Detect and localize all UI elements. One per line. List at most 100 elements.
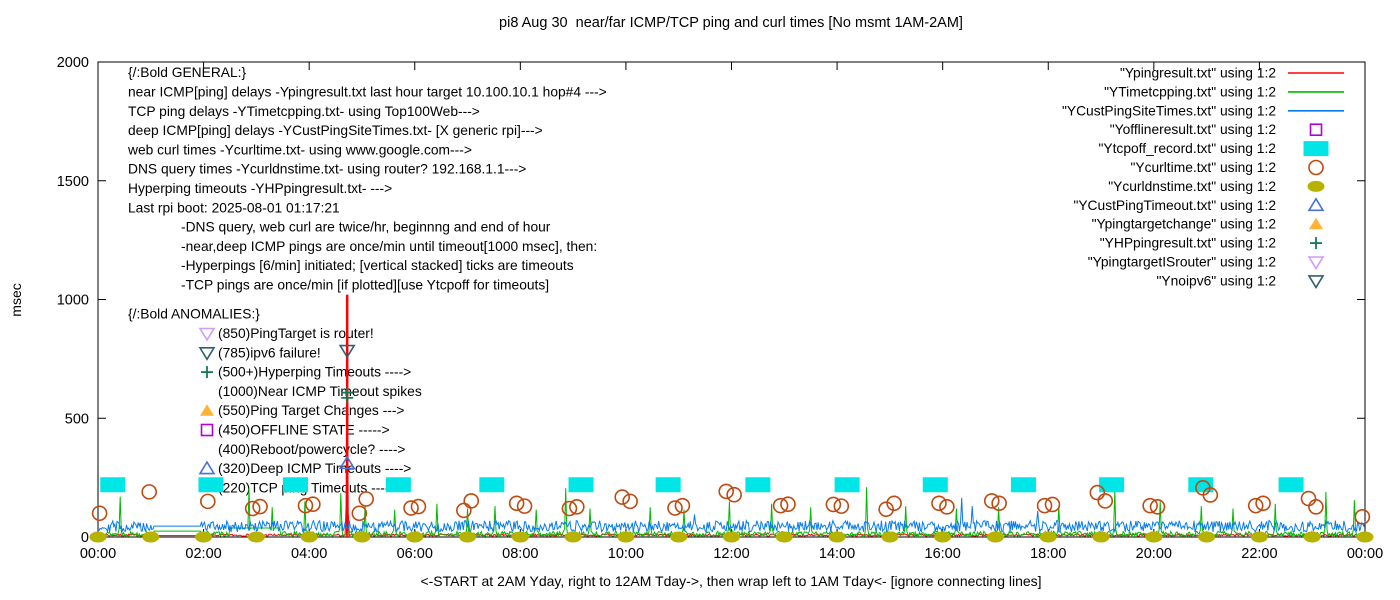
data-point-circle-open <box>726 486 742 503</box>
y-tick-label: 2000 <box>57 55 89 71</box>
y-tick-label: 1000 <box>57 293 89 309</box>
x-tick-label: 00:00 <box>1347 546 1383 562</box>
data-point-circle-open <box>931 495 947 512</box>
svg-text:Last rpi boot: 2025-08-01 01:1: Last rpi boot: 2025-08-01 01:17:21 <box>128 200 340 215</box>
data-point-circle-open <box>1149 499 1166 515</box>
svg-text:near ICMP[ping] delays -Ypingr: near ICMP[ping] delays -Ypingresult.txt … <box>128 85 607 100</box>
data-point-circle-open <box>463 493 480 509</box>
data-point-plus <box>341 391 354 404</box>
legend-entry: "Ynoipv6" using 1:2 <box>1157 273 1325 289</box>
legend-label: "Ypingresult.txt" using 1:2 <box>1120 66 1276 81</box>
series-points <box>341 386 354 404</box>
x-tick-label: 08:00 <box>502 546 538 562</box>
anomaly-bullet-icon <box>198 327 216 342</box>
data-point-circle-open <box>297 497 314 514</box>
legend-marker-icon <box>1303 141 1329 157</box>
data-point-circle-open <box>983 493 1000 509</box>
data-point-circle-open <box>141 484 158 500</box>
data-point-circle-filled <box>511 531 529 543</box>
annotation-general: {/:Bold GENERAL:} near ICMP[ping] delays … <box>127 65 607 293</box>
anomaly-bullet-icon <box>200 404 214 416</box>
data-point-circle-filled <box>986 531 1004 543</box>
y-tick-label: 1500 <box>57 174 89 190</box>
data-point-rect-filled <box>568 477 594 493</box>
data-point-circle-open <box>1247 497 1264 514</box>
legend-marker-icon <box>1307 197 1325 212</box>
data-point-rect-filled <box>282 477 308 493</box>
series-points <box>338 455 356 470</box>
svg-text:Hyperping timeouts -YHPpingres: Hyperping timeouts -YHPpingresult.txt- -… <box>128 181 392 196</box>
svg-text:(500+)Hyperping Timeouts ---->: (500+)Hyperping Timeouts ----> <box>218 365 411 380</box>
legend-entry: "YHPpingresult.txt" using 1:2 <box>1100 236 1322 251</box>
axes: 00:00 02:00 04:00 06:00 08:00 10:00 12:00 14:00… <box>57 55 1383 562</box>
x-tick-label: 06:00 <box>397 546 433 562</box>
svg-text:{/:Bold ANOMALIES:}: {/:Bold ANOMALIES:} <box>128 307 260 322</box>
plot-area: {/:Bold GENERAL:} near ICMP[ping] delays … <box>57 55 1383 562</box>
legend: "Ypingresult.txt" using 1:2 "YTimetcpping… <box>1062 66 1344 289</box>
legend-entry: "Yofflineresult.txt" using 1:2 <box>1110 122 1323 137</box>
series-points <box>89 531 1374 543</box>
data-point-circle-open <box>1097 493 1114 509</box>
legend-entry: "Ypingtargetchange" using 1:2 <box>1092 217 1323 232</box>
data-point-rect-filled <box>385 477 411 493</box>
svg-text:(450)OFFLINE STATE ----->: (450)OFFLINE STATE -----> <box>218 423 390 438</box>
data-point-circle-open <box>91 505 108 522</box>
legend-marker-icon <box>1309 217 1323 230</box>
data-point-circle-open <box>825 496 842 513</box>
legend-label: "Yofflineresult.txt" using 1:2 <box>1110 122 1276 137</box>
x-tick-label: 04:00 <box>291 546 327 562</box>
legend-label: "Ytcpoff_record.txt" using 1:2 <box>1098 141 1276 156</box>
data-point-circle-filled <box>1198 531 1216 543</box>
data-point-circle-filled <box>1039 531 1057 543</box>
svg-text:(400)Reboot/powercycle? ---->: (400)Reboot/powercycle? ----> <box>218 442 405 457</box>
data-point-rect-filled <box>479 477 505 493</box>
data-point-circle-open <box>772 497 789 514</box>
svg-text:{/:Bold GENERAL:}: {/:Bold GENERAL:} <box>128 65 246 80</box>
data-point-circle-open <box>886 495 902 512</box>
data-point-circle-open <box>252 498 268 515</box>
data-point-circle-open <box>358 491 374 507</box>
series-line <box>97 497 1366 534</box>
anomaly-bullet-icon <box>201 366 213 379</box>
legend-marker-icon <box>1307 256 1325 271</box>
x-tick-label: 12:00 <box>713 546 749 562</box>
data-point-circle-filled <box>1356 531 1374 543</box>
data-point-circle-open <box>718 483 735 500</box>
legend-label: "YCustPingSiteTimes.txt" using 1:2 <box>1062 103 1276 118</box>
x-tick-label: 22:00 <box>1241 546 1277 562</box>
svg-text:(550)Ping Target Changes --->: (550)Ping Target Changes ---> <box>218 403 405 418</box>
data-point-circle-filled <box>300 531 318 543</box>
svg-text:web curl times -Ycurltime.txt-: web curl times -Ycurltime.txt- using www… <box>127 142 472 157</box>
data-point-circle-open <box>1036 497 1053 514</box>
x-tick-label: 16:00 <box>925 546 961 562</box>
data-point-circle-open <box>1089 484 1106 501</box>
data-point-circle-filled <box>881 531 899 543</box>
data-point-rect-filled <box>1099 477 1125 493</box>
data-point-triangle-down-open <box>338 344 356 359</box>
annotation-anomalies: {/:Bold ANOMALIES:} (850)PingTarget is ro… <box>128 307 422 496</box>
x-tick-label: 14:00 <box>819 546 855 562</box>
data-point-rect-filled <box>198 477 224 493</box>
legend-label: "Ycurltime.txt" using 1:2 <box>1130 160 1276 175</box>
legend-marker-icon <box>1307 180 1325 192</box>
data-point-circle-filled <box>723 531 740 543</box>
data-point-circle-filled <box>142 531 160 543</box>
svg-text:(785)ipv6 failure!: (785)ipv6 failure! <box>218 345 321 360</box>
legend-entry: "Ycurltime.txt" using 1:2 <box>1130 159 1324 176</box>
x-axis-label: <-START at 2AM Yday, right to 12AM Tday-… <box>420 573 1041 589</box>
data-point-circle-open <box>1354 509 1371 525</box>
data-point-circle-open <box>351 505 368 522</box>
chart-title: pi8 Aug 30 near/far ICMP/TCP ping and cu… <box>499 15 963 31</box>
data-point-circle-open <box>878 501 894 518</box>
data-point-circle-open <box>939 499 955 515</box>
data-point-circle-filled <box>459 531 477 543</box>
data-point-circle-open <box>403 500 419 516</box>
data-point-rect-filled <box>922 477 948 493</box>
data-point-rect-filled <box>745 477 771 493</box>
data-point-circle-open <box>305 496 321 513</box>
data-point-rect-filled <box>1010 477 1036 493</box>
data-point-circle-open <box>410 498 427 515</box>
data-point-circle-filled <box>406 531 424 543</box>
